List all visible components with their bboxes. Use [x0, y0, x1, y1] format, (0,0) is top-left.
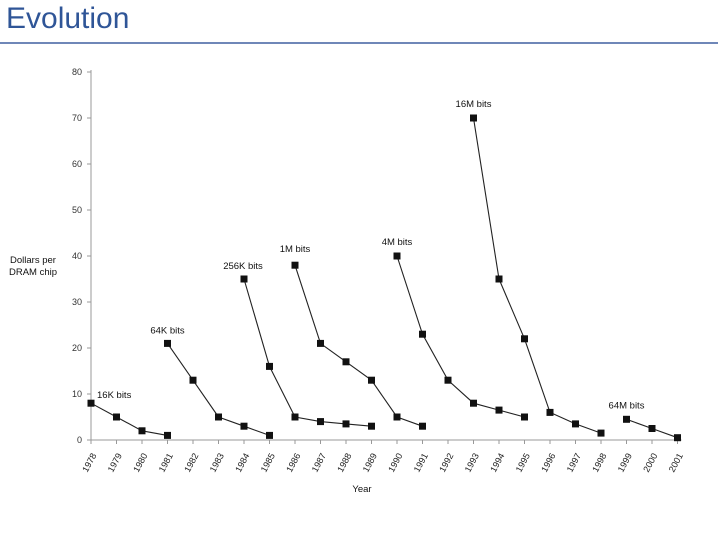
- data-point: [240, 275, 248, 283]
- x-tick-label: 1990: [386, 451, 404, 473]
- x-tick-label: 1982: [182, 451, 200, 473]
- series-16k-bits: [87, 399, 171, 439]
- chart-series: [87, 114, 681, 442]
- data-point: [546, 408, 554, 416]
- chart-series-labels: 16K bits 64K bits 256K bits 1M bits 4M bits 1…: [97, 99, 645, 411]
- y-tick-label: 40: [72, 251, 82, 261]
- y-tick-label: 60: [72, 159, 82, 169]
- x-tick-label: 1996: [539, 451, 557, 473]
- x-tick-label: 1991: [412, 451, 430, 473]
- x-tick-label: 1993: [463, 451, 481, 473]
- y-tick-label: 30: [72, 297, 82, 307]
- data-point: [495, 275, 503, 283]
- slide-title: Evolution: [6, 2, 130, 35]
- series-line: [243, 278, 372, 427]
- x-tick-label: 1984: [233, 451, 251, 473]
- x-tick-label: 2001: [667, 451, 685, 473]
- data-point: [674, 434, 681, 442]
- x-tick-label: 1997: [565, 451, 583, 473]
- data-point: [291, 413, 299, 421]
- series-16m-bits: [470, 114, 605, 437]
- y-axis-title-line-1: Dollars per: [10, 255, 56, 266]
- x-tick-label: 1989: [361, 451, 379, 473]
- data-point: [597, 429, 605, 437]
- data-point: [623, 415, 630, 423]
- y-tick-label: 70: [72, 113, 82, 123]
- x-axis-title: Year: [352, 484, 371, 495]
- x-tick-label: 1981: [157, 451, 175, 473]
- data-point: [342, 358, 350, 366]
- data-point: [240, 422, 248, 430]
- y-tick-label: 50: [72, 205, 82, 215]
- data-point: [368, 422, 375, 430]
- data-point: [470, 114, 477, 122]
- series-label: 4M bits: [382, 237, 413, 248]
- data-point: [138, 427, 146, 435]
- series-label: 16M bits: [456, 99, 492, 110]
- data-point: [521, 335, 528, 343]
- x-tick-label: 1980: [131, 451, 149, 473]
- series-label: 64K bits: [150, 325, 185, 336]
- x-tick-label: 1985: [259, 451, 277, 473]
- data-point: [648, 425, 656, 432]
- series-label: 16K bits: [97, 390, 132, 401]
- data-point: [419, 422, 426, 430]
- data-point: [393, 413, 401, 421]
- series-line: [90, 402, 168, 436]
- x-tick-label: 1998: [590, 451, 608, 473]
- y-tick-label: 0: [77, 435, 82, 445]
- x-tick-label: 1986: [284, 451, 302, 473]
- data-point: [87, 399, 95, 407]
- series-line: [472, 117, 602, 434]
- series-64m-bits: [623, 415, 681, 442]
- series-line: [294, 265, 423, 427]
- data-point: [317, 418, 324, 426]
- series-4m-bits: [393, 252, 528, 421]
- x-tick-label: 2000: [641, 451, 659, 473]
- x-tick-label: 1979: [106, 451, 124, 473]
- data-point: [368, 376, 375, 384]
- series-256k-bits: [240, 275, 375, 430]
- data-point: [393, 252, 401, 260]
- y-tick-label: 80: [72, 67, 82, 77]
- data-point: [113, 413, 120, 421]
- data-point: [419, 330, 426, 338]
- x-tick-label: 1987: [310, 451, 328, 473]
- data-point: [342, 420, 350, 428]
- data-point: [266, 431, 273, 439]
- series-line: [396, 255, 525, 418]
- title-divider: [0, 42, 718, 44]
- data-point: [572, 420, 579, 428]
- y-tick-label: 20: [72, 343, 82, 353]
- y-axis-title-line-2: DRAM chip: [9, 267, 57, 278]
- x-tick-label: 1983: [208, 451, 226, 473]
- data-point: [444, 376, 452, 384]
- y-tick-label: 10: [72, 389, 82, 399]
- x-tick-label: 1992: [437, 451, 455, 473]
- data-point: [189, 376, 197, 384]
- x-tick-label: 1999: [616, 451, 634, 473]
- data-point: [164, 339, 171, 347]
- series-label: 1M bits: [280, 244, 311, 255]
- series-label: 256K bits: [223, 261, 263, 272]
- x-tick-label: 1995: [514, 451, 532, 473]
- data-point: [266, 362, 273, 370]
- x-tick-label: 1978: [80, 451, 98, 473]
- x-tick-label: 1994: [488, 451, 506, 473]
- data-point: [495, 406, 503, 414]
- data-point: [291, 261, 299, 269]
- series-line: [167, 343, 270, 436]
- chart-axes: 0 10 20 30 40 50 60 70 80 1978 1979 1980 1981 1982 198…: [72, 67, 685, 474]
- data-point: [470, 399, 477, 407]
- series-64k-bits: [164, 339, 273, 439]
- data-point: [317, 339, 324, 347]
- data-point: [164, 431, 171, 439]
- data-point: [215, 413, 222, 421]
- series-1m-bits: [291, 261, 426, 430]
- data-point: [521, 413, 528, 421]
- x-tick-label: 1988: [335, 451, 353, 473]
- series-label: 64M bits: [609, 400, 645, 411]
